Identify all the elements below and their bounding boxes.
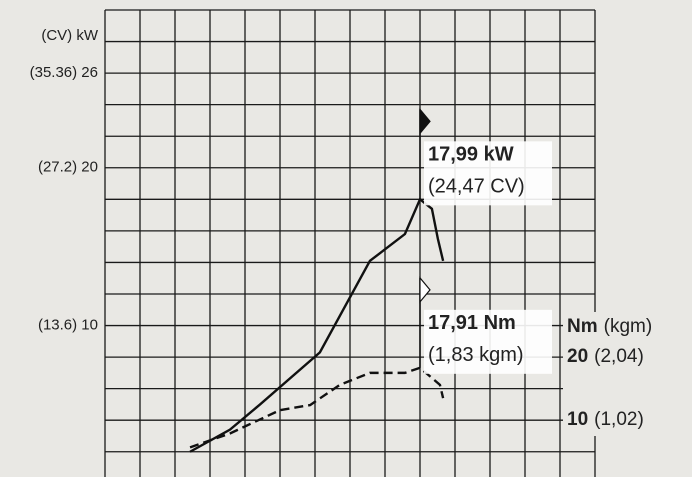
y2-tick-alt: (2,04) xyxy=(594,346,644,367)
annotation-flag xyxy=(419,276,431,304)
label-backdrop xyxy=(563,312,692,436)
annotation-flag xyxy=(419,107,431,135)
annotation-bold: 17,91 Nm xyxy=(428,312,516,334)
y2-tick-value: 20 xyxy=(567,346,588,367)
annotation-text: (1,83 kgm) xyxy=(428,344,524,366)
y2-axis-unit-main: Nm xyxy=(567,316,598,337)
data-line xyxy=(189,366,445,449)
y-tick-label: (27.2) 20 xyxy=(38,159,98,176)
y-axis-label: (CV) kW xyxy=(41,27,98,44)
annotation-text: (24,47 CV) xyxy=(428,176,525,198)
annotation-backdrop xyxy=(424,309,552,374)
y-tick-label: (35.36) 26 xyxy=(30,64,98,81)
y2-axis-label: Nm (kgm) xyxy=(567,316,652,337)
y-tick-label: (13.6) 10 xyxy=(38,317,98,334)
y2-tick-value: 10 xyxy=(567,409,588,430)
annotation-bold: 17,99 kW xyxy=(428,144,514,166)
y2-tick-alt: (1,02) xyxy=(594,409,644,430)
annotation-backdrop xyxy=(424,141,552,206)
data-line xyxy=(189,197,445,453)
y2-tick-label: 10 (1,02) xyxy=(567,409,644,430)
y2-axis-unit-alt: (kgm) xyxy=(604,316,653,337)
y2-tick-label: 20 (2,04) xyxy=(567,346,644,367)
